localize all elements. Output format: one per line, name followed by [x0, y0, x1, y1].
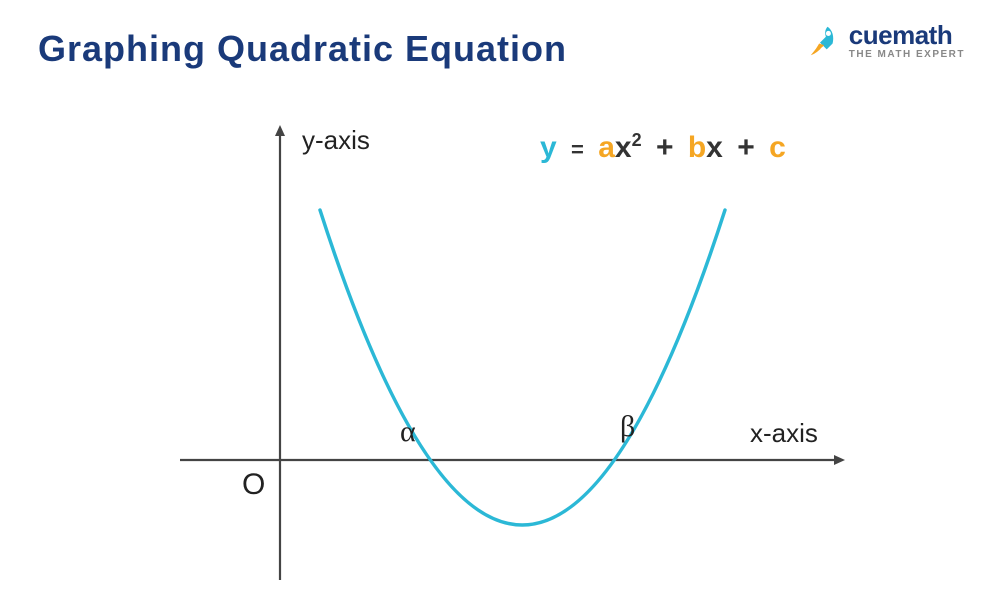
- logo-tagline: THE MATH EXPERT: [849, 50, 965, 60]
- x-axis-label: x-axis: [750, 418, 818, 449]
- quadratic-equation: y = ax2 + bx + c: [540, 130, 786, 165]
- quadratic-chart: y-axis x-axis O α β y = ax2 + bx + c: [160, 110, 860, 590]
- eq-coef-c: c: [769, 131, 786, 164]
- root-beta-label: β: [620, 410, 635, 444]
- eq-y: y: [540, 131, 557, 164]
- page-title: Graphing Quadratic Equation: [38, 28, 567, 70]
- eq-x-squared: x: [615, 131, 632, 164]
- eq-coef-a: a: [598, 131, 615, 164]
- eq-plus-1: +: [656, 131, 674, 164]
- eq-coef-b: b: [688, 131, 706, 164]
- logo-text: cuemath THE MATH EXPERT: [849, 22, 965, 60]
- eq-x: x: [706, 131, 723, 164]
- brand-logo: cuemath THE MATH EXPERT: [799, 20, 965, 62]
- eq-equals: =: [571, 137, 584, 162]
- parabola-curve: [320, 210, 725, 525]
- eq-plus-2: +: [737, 131, 755, 164]
- y-axis-label: y-axis: [302, 125, 370, 156]
- eq-exponent: 2: [632, 130, 642, 150]
- logo-brand-name: cuemath: [849, 22, 965, 48]
- chart-svg: [160, 110, 860, 590]
- root-alpha-label: α: [400, 415, 416, 449]
- rocket-icon: [799, 20, 841, 62]
- origin-label: O: [242, 468, 265, 502]
